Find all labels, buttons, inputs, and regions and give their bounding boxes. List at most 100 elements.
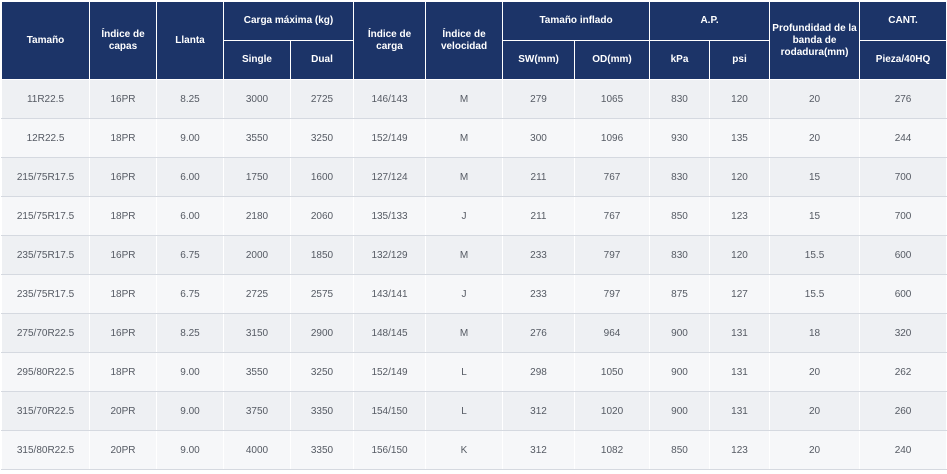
table-row: 295/80R22.5 18PR 9.00 3550 3250 152/149 … — [1, 352, 947, 392]
header-quantity: CANT. — [859, 1, 947, 41]
cell-sw: 298 — [502, 352, 576, 392]
cell-quantity: 276 — [859, 79, 947, 119]
cell-sw: 233 — [502, 235, 576, 275]
cell-single: 4000 — [223, 430, 291, 470]
header-max-load: Carga máxima (kg) — [222, 1, 355, 41]
cell-single: 2180 — [223, 196, 291, 236]
cell-dual: 2900 — [289, 313, 355, 353]
cell-speed-index: M — [425, 235, 504, 275]
cell-ply: 18PR — [89, 118, 157, 158]
cell-od: 1082 — [574, 430, 651, 470]
cell-load-index: 146/143 — [353, 79, 427, 119]
cell-psi: 131 — [709, 313, 771, 353]
table-header: Tamaño Índice de capas Llanta Carga máxi… — [1, 1, 947, 80]
cell-quantity: 260 — [859, 391, 947, 431]
cell-size: 235/75R17.5 — [1, 274, 90, 314]
cell-od: 1096 — [574, 118, 651, 158]
cell-load-index: 148/145 — [353, 313, 427, 353]
header-load-index: Índice de carga — [353, 1, 427, 80]
cell-tread-depth: 20 — [769, 391, 861, 431]
cell-tread-depth: 18 — [769, 313, 861, 353]
cell-load-index: 154/150 — [353, 391, 427, 431]
cell-ply: 16PR — [89, 235, 157, 275]
cell-od: 1020 — [574, 391, 651, 431]
table-row: 235/75R17.5 16PR 6.75 2000 1850 132/129 … — [1, 235, 947, 275]
cell-dual: 3250 — [289, 352, 355, 392]
cell-psi: 135 — [709, 118, 771, 158]
cell-speed-index: L — [425, 352, 504, 392]
cell-od: 797 — [574, 235, 651, 275]
cell-sw: 279 — [502, 79, 576, 119]
cell-quantity: 244 — [859, 118, 947, 158]
cell-size: 11R22.5 — [1, 79, 90, 119]
cell-tread-depth: 15.5 — [769, 274, 861, 314]
cell-quantity: 600 — [859, 274, 947, 314]
cell-single: 2000 — [223, 235, 291, 275]
cell-ply: 18PR — [89, 352, 157, 392]
cell-kpa: 830 — [649, 79, 711, 119]
cell-load-index: 152/149 — [353, 352, 427, 392]
cell-kpa: 900 — [649, 352, 711, 392]
cell-speed-index: J — [425, 274, 504, 314]
cell-tread-depth: 20 — [769, 118, 861, 158]
cell-size: 12R22.5 — [1, 118, 90, 158]
header-psi: psi — [709, 40, 771, 80]
cell-psi: 120 — [709, 157, 771, 197]
cell-kpa: 850 — [649, 430, 711, 470]
cell-tread-depth: 20 — [769, 79, 861, 119]
header-dual: Dual — [289, 40, 355, 80]
cell-sw: 312 — [502, 430, 576, 470]
cell-psi: 120 — [709, 235, 771, 275]
cell-kpa: 875 — [649, 274, 711, 314]
cell-rim: 8.25 — [156, 313, 224, 353]
cell-od: 1050 — [574, 352, 651, 392]
cell-kpa: 830 — [649, 235, 711, 275]
cell-speed-index: M — [425, 313, 504, 353]
cell-speed-index: J — [425, 196, 504, 236]
cell-tread-depth: 15 — [769, 157, 861, 197]
cell-load-index: 143/141 — [353, 274, 427, 314]
header-ply-rating: Índice de capas — [89, 1, 157, 80]
cell-kpa: 900 — [649, 391, 711, 431]
cell-size: 315/70R22.5 — [1, 391, 90, 431]
cell-rim: 9.00 — [156, 430, 224, 470]
cell-quantity: 262 — [859, 352, 947, 392]
header-od: OD(mm) — [574, 40, 651, 80]
header-single: Single — [223, 40, 291, 80]
header-size: Tamaño — [1, 1, 90, 80]
cell-rim: 6.75 — [156, 274, 224, 314]
cell-size: 235/75R17.5 — [1, 235, 90, 275]
header-row-sub: Single Dual SW(mm) OD(mm) kPa psi Pieza/… — [2, 40, 947, 80]
cell-ply: 16PR — [89, 157, 157, 197]
cell-sw: 276 — [502, 313, 576, 353]
cell-ply: 16PR — [89, 313, 157, 353]
cell-od: 767 — [574, 157, 651, 197]
cell-size: 275/70R22.5 — [1, 313, 90, 353]
cell-single: 1750 — [223, 157, 291, 197]
cell-speed-index: M — [425, 157, 504, 197]
header-tread-depth: Profundidad de la banda de rodadura(mm) — [769, 1, 861, 80]
cell-speed-index: M — [425, 118, 504, 158]
table-row: 315/80R22.5 20PR 9.00 4000 3350 156/150 … — [1, 430, 947, 470]
cell-quantity: 240 — [859, 430, 947, 470]
cell-rim: 9.00 — [156, 352, 224, 392]
cell-dual: 3350 — [289, 430, 355, 470]
table-row: 235/75R17.5 18PR 6.75 2725 2575 143/141 … — [1, 274, 947, 314]
cell-dual: 3250 — [289, 118, 355, 158]
cell-kpa: 850 — [649, 196, 711, 236]
cell-load-index: 135/133 — [353, 196, 427, 236]
table-row: 12R22.5 18PR 9.00 3550 3250 152/149 M 30… — [1, 118, 947, 158]
cell-tread-depth: 15 — [769, 196, 861, 236]
cell-size: 315/80R22.5 — [1, 430, 90, 470]
header-sw: SW(mm) — [502, 40, 576, 80]
table-body: 11R22.5 16PR 8.25 3000 2725 146/143 M 27… — [1, 79, 947, 470]
cell-dual: 3350 — [289, 391, 355, 431]
cell-od: 1065 — [574, 79, 651, 119]
cell-dual: 2060 — [289, 196, 355, 236]
cell-tread-depth: 15.5 — [769, 235, 861, 275]
cell-kpa: 900 — [649, 313, 711, 353]
cell-sw: 233 — [502, 274, 576, 314]
cell-psi: 123 — [709, 430, 771, 470]
